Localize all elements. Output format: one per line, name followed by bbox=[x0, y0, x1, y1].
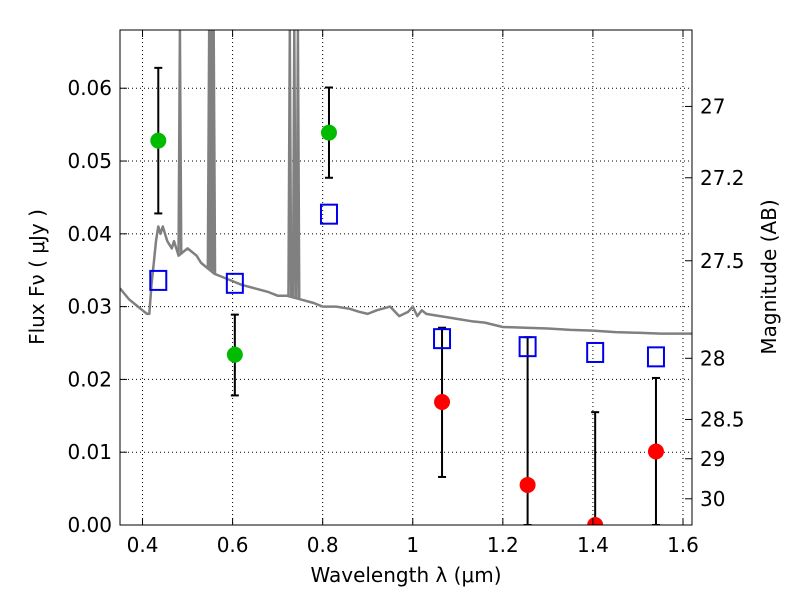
right-tick-label: 27.2 bbox=[700, 166, 745, 190]
x-tick-label: 1.6 bbox=[667, 533, 699, 557]
emission-line-spike bbox=[295, 30, 301, 299]
model-flux-point bbox=[225, 272, 244, 294]
model-flux-point bbox=[319, 203, 338, 225]
emission-line-spike bbox=[291, 30, 297, 298]
plot-area bbox=[120, 30, 692, 525]
y-tick-label: 0.02 bbox=[67, 367, 112, 391]
model-flux-point bbox=[646, 346, 665, 368]
x-tick-label: 0.8 bbox=[307, 533, 339, 557]
x-tick-label: 0.4 bbox=[127, 533, 159, 557]
emission-line-spike bbox=[287, 30, 293, 297]
x-tick-label: 1.4 bbox=[577, 533, 609, 557]
data-point bbox=[226, 346, 243, 363]
y-axis-right: 27 27.2 27.5 28 28.5 29 30 bbox=[685, 94, 745, 511]
data-point bbox=[150, 132, 167, 149]
y-tick-label: 0.01 bbox=[67, 440, 112, 464]
y-tick-label: 0.00 bbox=[67, 513, 112, 537]
x-tick-label: 1.2 bbox=[487, 533, 519, 557]
right-tick-label: 30 bbox=[700, 487, 725, 511]
grid bbox=[120, 30, 692, 525]
emission-line-spike bbox=[211, 30, 217, 274]
model-flux-point bbox=[433, 328, 452, 350]
data-point bbox=[320, 124, 337, 141]
y-axis-right-title: Magnitude (AB) bbox=[757, 199, 781, 354]
y-axis-title: Flux Fν ( μJy ) bbox=[25, 209, 49, 345]
right-tick-label: 27 bbox=[700, 94, 725, 118]
model-spectrum-line bbox=[120, 225, 692, 335]
right-tick-label: 27.5 bbox=[700, 249, 745, 273]
data-point bbox=[519, 476, 536, 493]
data-point bbox=[647, 443, 664, 460]
model-flux-point bbox=[586, 341, 605, 363]
y-tick-label: 0.03 bbox=[67, 295, 112, 319]
x-axis: 0.4 0.6 0.8 1 1.2 1.4 1.6 bbox=[127, 30, 699, 557]
right-tick-label: 29 bbox=[700, 447, 725, 471]
x-axis-title: Wavelength λ (μm) bbox=[310, 563, 501, 587]
plot-frame bbox=[119, 29, 693, 526]
model-flux-point bbox=[518, 336, 537, 358]
right-tick-label: 28.5 bbox=[700, 407, 745, 431]
data-point bbox=[587, 517, 604, 525]
y-tick-label: 0.04 bbox=[67, 222, 112, 246]
emission-line-spike bbox=[177, 30, 183, 255]
y-axis-left: 0.00 0.01 0.02 0.03 0.04 0.05 0.06 bbox=[67, 76, 127, 537]
right-tick-label: 28 bbox=[700, 346, 725, 370]
x-tick-label: 0.6 bbox=[217, 533, 249, 557]
y-tick-label: 0.05 bbox=[67, 149, 112, 173]
data-point bbox=[434, 393, 451, 410]
x-tick-label: 1 bbox=[406, 533, 419, 557]
y-tick-label: 0.06 bbox=[67, 76, 112, 100]
model-flux-point bbox=[149, 269, 168, 291]
